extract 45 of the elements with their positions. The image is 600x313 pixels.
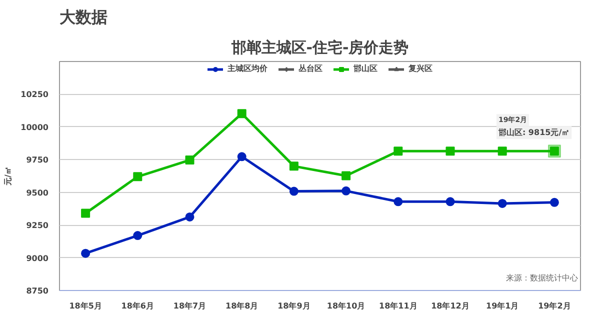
- y-tick-label: 10000: [20, 122, 49, 132]
- x-tick-label: 18年8月: [226, 302, 258, 310]
- x-tick-label: 18年12月: [431, 302, 470, 310]
- point: [289, 186, 298, 196]
- point: [342, 171, 351, 180]
- point: [185, 156, 194, 165]
- point: [133, 231, 142, 240]
- point: [446, 146, 455, 156]
- x-tick-label: 18年10月: [326, 302, 366, 310]
- point: [498, 198, 507, 208]
- point: [81, 248, 90, 258]
- point: [446, 197, 455, 206]
- y-tick-label: 9750: [26, 156, 49, 165]
- point: [237, 109, 246, 118]
- point: [81, 208, 90, 218]
- y-axis-title: 元/㎡: [4, 166, 13, 186]
- x-tick-label: 19年1月: [486, 302, 519, 310]
- y-tick-label: 8750: [26, 286, 49, 296]
- x-tick-label: 18年9月: [278, 302, 310, 310]
- point: [394, 146, 403, 156]
- annotation: 邯山区: 9815元/㎡: [497, 128, 570, 138]
- point: [550, 198, 559, 207]
- point: [498, 146, 507, 156]
- legend-label: 复兴区: [408, 63, 432, 74]
- point: [342, 186, 351, 196]
- annotation: 来源：数据统计中心: [506, 274, 578, 282]
- y-tick-label: 9000: [26, 254, 49, 263]
- x-tick-label: 18年11月: [379, 302, 418, 310]
- y-tick-label: 10250: [20, 90, 49, 100]
- chart-subtitle: 邯郸主城区-住宅-房价走势: [230, 38, 409, 56]
- point: [394, 197, 403, 206]
- legend-label: 主城区均价: [228, 63, 268, 74]
- point: [133, 172, 142, 182]
- legend-label: 邯山区: [354, 63, 378, 74]
- point: [185, 212, 194, 222]
- point: [237, 152, 246, 162]
- point: [289, 162, 298, 171]
- chart-title: 大数据: [60, 8, 108, 26]
- legend-label: 丛台区: [298, 63, 322, 74]
- y-tick-label: 9500: [26, 188, 49, 198]
- x-tick-label: 18年7月: [173, 302, 206, 310]
- x-tick-label: 19年2月: [538, 302, 571, 310]
- x-tick-label: 18年5月: [69, 302, 102, 310]
- y-tick-label: 9250: [26, 221, 49, 230]
- x-tick-label: 18年6月: [121, 302, 154, 310]
